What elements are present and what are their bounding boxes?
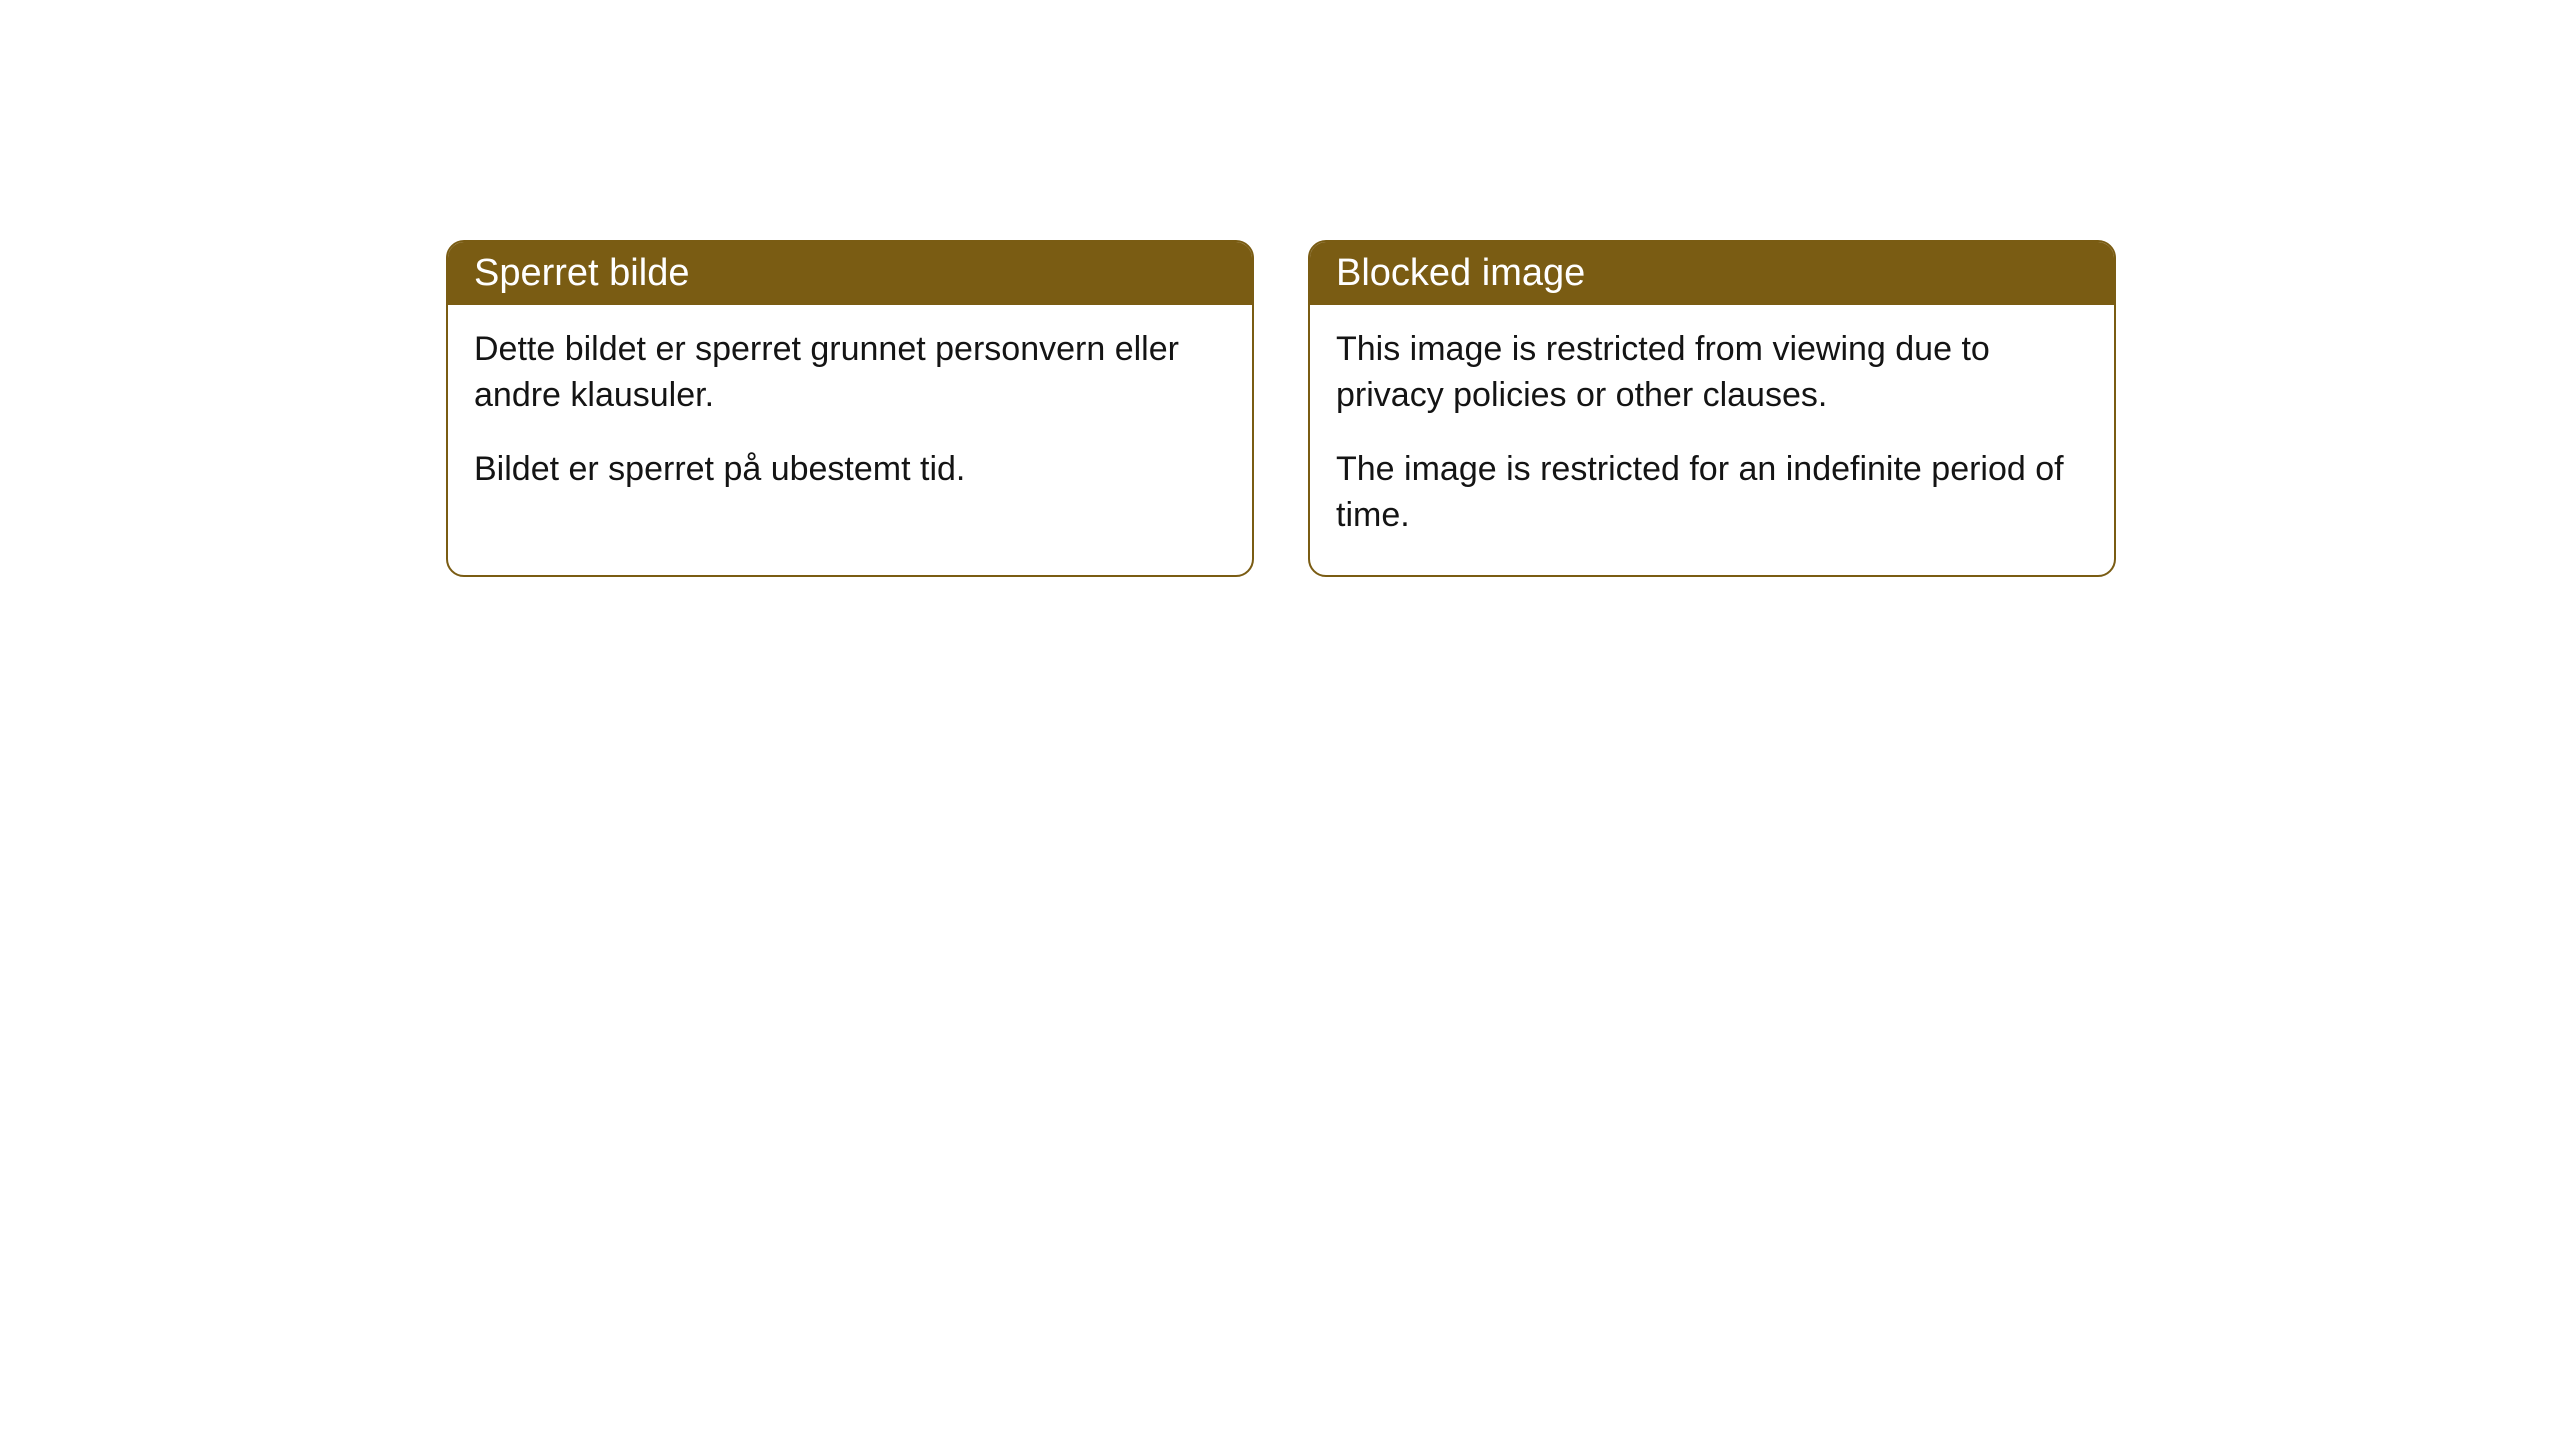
card-header: Sperret bilde: [448, 242, 1252, 305]
card-body: This image is restricted from viewing du…: [1310, 305, 2114, 575]
card-body: Dette bildet er sperret grunnet personve…: [448, 305, 1252, 529]
notice-container: Sperret bilde Dette bildet er sperret gr…: [446, 240, 2116, 577]
notice-paragraph-1: This image is restricted from viewing du…: [1336, 327, 2088, 419]
notice-paragraph-2: The image is restricted for an indefinit…: [1336, 447, 2088, 539]
card-header: Blocked image: [1310, 242, 2114, 305]
notice-paragraph-2: Bildet er sperret på ubestemt tid.: [474, 447, 1226, 493]
blocked-image-notice-norwegian: Sperret bilde Dette bildet er sperret gr…: [446, 240, 1254, 577]
blocked-image-notice-english: Blocked image This image is restricted f…: [1308, 240, 2116, 577]
card-title: Sperret bilde: [474, 252, 689, 294]
card-title: Blocked image: [1336, 252, 1585, 294]
notice-paragraph-1: Dette bildet er sperret grunnet personve…: [474, 327, 1226, 419]
